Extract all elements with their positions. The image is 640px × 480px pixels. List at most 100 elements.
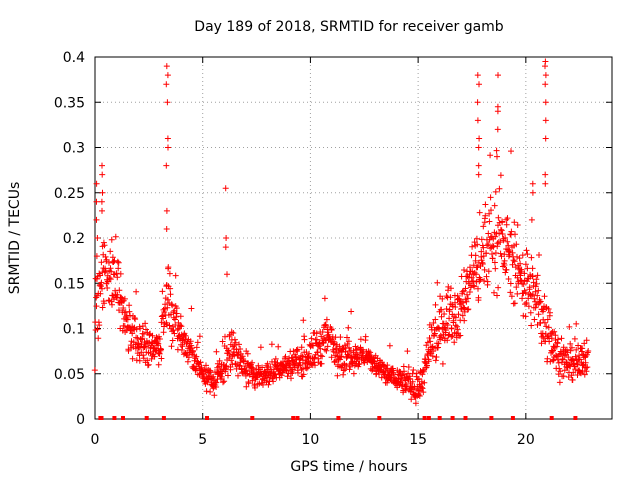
data-point [346, 344, 352, 351]
data-point [207, 388, 214, 395]
data-point [528, 216, 535, 223]
data-point [149, 332, 156, 339]
data-point [444, 322, 451, 328]
data-point [569, 377, 576, 383]
data-point [178, 323, 185, 330]
data-point [449, 332, 456, 339]
data-point [432, 357, 439, 364]
data-point [542, 99, 549, 106]
data-point [219, 338, 226, 345]
data-point [166, 322, 173, 329]
data-point [308, 335, 315, 342]
data-point [425, 358, 432, 365]
data-point [540, 306, 547, 313]
data-point [160, 329, 167, 336]
data-point [452, 304, 459, 310]
data-point [492, 250, 499, 256]
data-point [129, 355, 136, 362]
data-point [158, 355, 165, 362]
data-point [542, 171, 549, 178]
data-point [472, 252, 479, 259]
data-point [420, 389, 427, 396]
data-point [581, 371, 588, 378]
data-point [144, 357, 151, 364]
data-point [386, 342, 393, 349]
data-point [114, 274, 121, 281]
data-point [523, 247, 530, 254]
data-point [178, 347, 185, 353]
zero-marker [291, 416, 296, 420]
data-point [189, 348, 196, 355]
data-point [507, 289, 514, 296]
data-point [432, 301, 439, 308]
data-point [474, 264, 481, 271]
data-point [535, 311, 542, 318]
data-point [203, 362, 209, 369]
data-point [585, 348, 592, 354]
data-point [188, 305, 195, 312]
data-point [581, 340, 588, 347]
data-point [446, 315, 453, 322]
data-point [297, 362, 304, 368]
data-point [293, 347, 300, 353]
data-point [567, 340, 574, 347]
data-point [213, 379, 220, 386]
data-point [100, 239, 107, 246]
data-point [492, 265, 499, 272]
data-point [197, 359, 204, 366]
data-point [310, 342, 317, 349]
data-point [476, 209, 483, 216]
data-point [484, 242, 490, 249]
data-point [466, 289, 473, 295]
data-point [524, 265, 531, 272]
data-point [421, 379, 428, 386]
data-point [96, 322, 103, 329]
data-point [514, 290, 521, 297]
data-point [424, 362, 430, 369]
data-point [140, 352, 147, 359]
data-point [476, 81, 482, 88]
data-point [249, 359, 256, 366]
data-point [495, 284, 502, 291]
data-point [445, 283, 452, 290]
data-point [334, 372, 341, 379]
data-point [331, 340, 338, 347]
data-point [517, 260, 524, 267]
data-point [478, 248, 485, 255]
data-point [278, 372, 285, 379]
data-point [501, 257, 508, 264]
data-point [140, 344, 147, 351]
data-point [519, 252, 526, 259]
x-tick-label: 20 [517, 432, 535, 448]
data-point [163, 207, 170, 214]
data-point [455, 311, 462, 318]
data-point [454, 292, 461, 299]
data-point [452, 314, 459, 321]
data-point [91, 367, 98, 374]
data-point [193, 344, 200, 351]
zero-marker [426, 416, 431, 420]
data-point [548, 335, 555, 342]
data-point [542, 135, 549, 142]
data-point [482, 201, 489, 208]
data-point [344, 334, 350, 341]
data-point [405, 364, 412, 370]
y-axis: 0 0.05 0.1 0.15 0.2 0.25 0.3 0.35 0.4 [54, 50, 612, 428]
data-point [319, 329, 326, 335]
y-tick-label: 0.1 [63, 322, 85, 338]
data-point [98, 198, 105, 205]
data-point [435, 340, 442, 347]
data-point [571, 335, 578, 342]
data-point [451, 339, 458, 346]
data-point [439, 295, 446, 302]
data-point [481, 278, 488, 284]
data-point [419, 385, 426, 392]
data-point [501, 251, 508, 258]
y-tick-label: 0.2 [63, 231, 85, 247]
data-point [483, 250, 490, 257]
data-point [504, 215, 511, 222]
data-point [480, 223, 487, 230]
data-point [163, 81, 170, 88]
data-point [573, 320, 580, 327]
data-point [450, 317, 457, 324]
